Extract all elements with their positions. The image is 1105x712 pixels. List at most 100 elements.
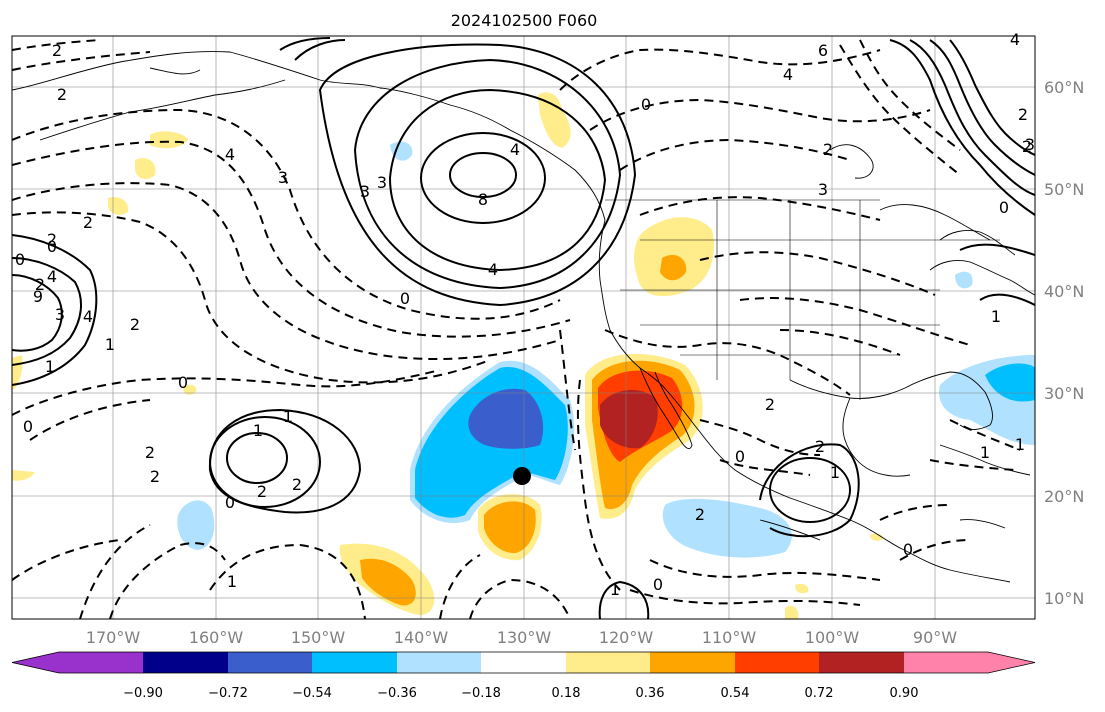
colorbar-extend-max xyxy=(988,652,1035,673)
contour-label: 2 xyxy=(823,140,833,159)
colorbar-band xyxy=(143,652,228,673)
contour-label: 2 xyxy=(1022,137,1032,156)
shaded-fields xyxy=(12,92,1035,619)
lat-label: 50°N xyxy=(1044,180,1084,199)
contours-positive xyxy=(12,37,1035,619)
contour-label: 0 xyxy=(735,447,745,466)
colorbar-band xyxy=(650,652,735,673)
contour-label: 8 xyxy=(478,190,488,209)
contour-label: 2 xyxy=(765,395,775,414)
contour-label: 0 xyxy=(653,575,663,594)
contour-label: 1 xyxy=(253,421,263,440)
contour-label: 2 xyxy=(35,275,45,294)
coastlines xyxy=(12,51,1035,583)
contour-label: 3 xyxy=(278,168,288,187)
contour-label: 0 xyxy=(15,250,25,269)
contour-label: 1 xyxy=(991,307,1001,326)
contour-label: 2 xyxy=(150,467,160,486)
colorbar-tick: 0.90 xyxy=(890,686,919,701)
contour-label: 1 xyxy=(45,357,55,376)
colorbar-band xyxy=(312,652,397,673)
colorbar-tick: 0.18 xyxy=(552,686,581,701)
colorbar-tick: −0.90 xyxy=(123,686,163,701)
contour-label: 0 xyxy=(999,198,1009,217)
contour-label: 1 xyxy=(610,580,620,599)
contour-label: 6 xyxy=(818,41,828,60)
colorbar-tick: 0.72 xyxy=(805,686,834,701)
storm-center-marker xyxy=(513,467,531,485)
contour-label: 0 xyxy=(178,373,188,392)
lon-label: 110°W xyxy=(702,628,757,647)
contour-label: 0 xyxy=(47,237,57,256)
longitude-labels: 170°W 160°W 150°W 140°W 130°W 120°W 110°… xyxy=(86,628,957,647)
colorbar-tick: −0.54 xyxy=(292,686,332,701)
contour-label: 1 xyxy=(283,407,293,426)
contours-dashed xyxy=(12,39,1021,619)
contour-label: 2 xyxy=(257,482,267,501)
state-borders xyxy=(605,199,1000,400)
colorbar-band xyxy=(735,652,819,673)
colorbar-tick: −0.36 xyxy=(377,686,417,701)
contour-label: 2 xyxy=(145,443,155,462)
lon-label: 90°W xyxy=(913,628,957,647)
contour-label: 9 xyxy=(33,287,43,306)
colorbar-tick: −0.18 xyxy=(461,686,501,701)
lat-label: 10°N xyxy=(1044,589,1084,608)
contour-label: 3 xyxy=(360,182,370,201)
contour-label: 2 xyxy=(292,475,302,494)
contour-label: 4 xyxy=(488,260,498,279)
contour-label: 1 xyxy=(980,443,990,462)
lat-label: 60°N xyxy=(1044,78,1084,97)
lat-label: 20°N xyxy=(1044,487,1084,506)
colorbar-band xyxy=(566,652,650,673)
latitude-labels: 60°N 50°N 40°N 30°N 20°N 10°N xyxy=(1044,78,1084,608)
lat-label: 40°N xyxy=(1044,282,1084,301)
contour-label: 2 xyxy=(57,85,67,104)
contour-label: 1 xyxy=(830,463,840,482)
contour-label: 0 xyxy=(225,493,235,512)
contour-label: 2 xyxy=(695,505,705,524)
colorbar-tick: 0.36 xyxy=(636,686,665,701)
lon-label: 120°W xyxy=(599,628,654,647)
contour-label: 2 xyxy=(83,213,93,232)
contour-label: 3 xyxy=(377,173,387,192)
colorbar-band xyxy=(228,652,312,673)
contour-label: 2 xyxy=(1018,105,1028,124)
contour-label: 2 xyxy=(52,41,62,60)
contour-label: 4 xyxy=(83,307,93,326)
contour-label: 4 xyxy=(1010,30,1020,49)
colorbar-band xyxy=(904,652,988,673)
lat-label: 30°N xyxy=(1044,384,1084,403)
contour-label: 3 xyxy=(1025,135,1035,154)
contour-label: 2 xyxy=(47,230,57,249)
contour-label: 3 xyxy=(55,305,65,324)
contour-label: 4 xyxy=(783,65,793,84)
contour-label: 0 xyxy=(400,289,410,308)
contour-label: 0 xyxy=(641,95,651,114)
contour-label: 3 xyxy=(818,180,828,199)
contour-label: 1 xyxy=(227,572,237,591)
lon-label: 100°W xyxy=(805,628,860,647)
colorbar-band xyxy=(59,652,143,673)
contour-label: 0 xyxy=(23,417,33,436)
contour-label: 4 xyxy=(47,267,57,286)
contour-label: 2 xyxy=(130,315,140,334)
colorbar-extend-min xyxy=(12,652,59,673)
colorbar-band xyxy=(481,652,566,673)
contour-label: 4 xyxy=(510,140,520,159)
map-area xyxy=(12,36,1035,619)
lon-label: 150°W xyxy=(291,628,346,647)
colorbar-tick: −0.72 xyxy=(208,686,248,701)
map-title: 2024102500 F060 xyxy=(451,11,598,30)
contour-label: 2 xyxy=(815,437,825,456)
contour-label: 1 xyxy=(105,335,115,354)
contour-label: 4 xyxy=(225,145,235,164)
colorbar-outline xyxy=(11,651,1036,674)
map-frame xyxy=(11,35,1036,620)
colorbar-tick: 0.54 xyxy=(721,686,750,701)
lon-label: 130°W xyxy=(497,628,552,647)
lon-label: 140°W xyxy=(394,628,449,647)
graticule xyxy=(12,36,1035,619)
